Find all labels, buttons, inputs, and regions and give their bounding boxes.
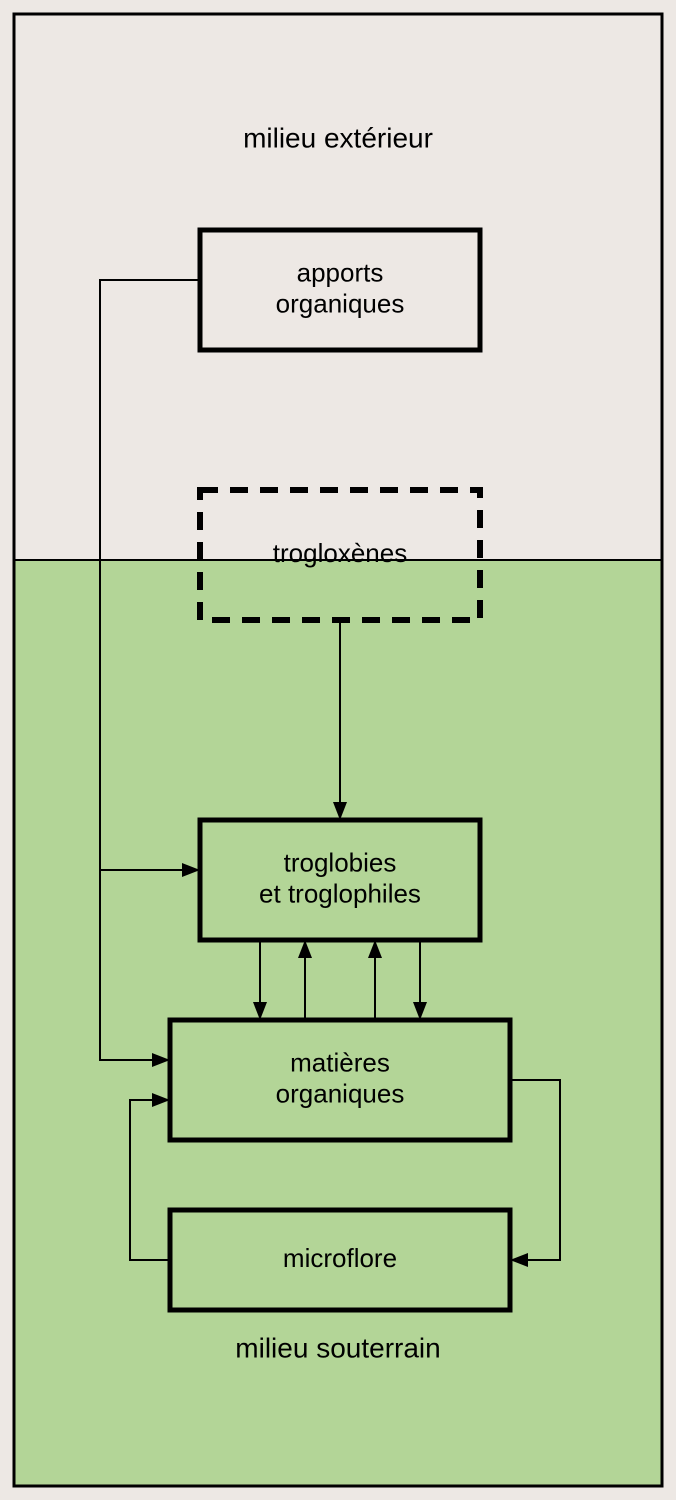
node-troglobies-label-0: troglobies [284,847,397,877]
exterior-label: milieu extérieur [243,122,433,153]
node-matieres-label-1: organiques [276,1078,405,1108]
underground-label: milieu souterrain [235,1332,440,1363]
node-matieres-label-0: matières [290,1047,390,1077]
node-troglobies-label-1: et troglophiles [259,878,421,908]
node-apports-label-0: apports [297,257,384,287]
node-microflore-label-0: microflore [283,1243,397,1273]
flowchart-diagram: milieu extérieur milieu souterrain apports… [0,0,676,1500]
node-apports-label-1: organiques [276,288,405,318]
node-trogloxenes-label-0: trogloxènes [273,538,407,568]
